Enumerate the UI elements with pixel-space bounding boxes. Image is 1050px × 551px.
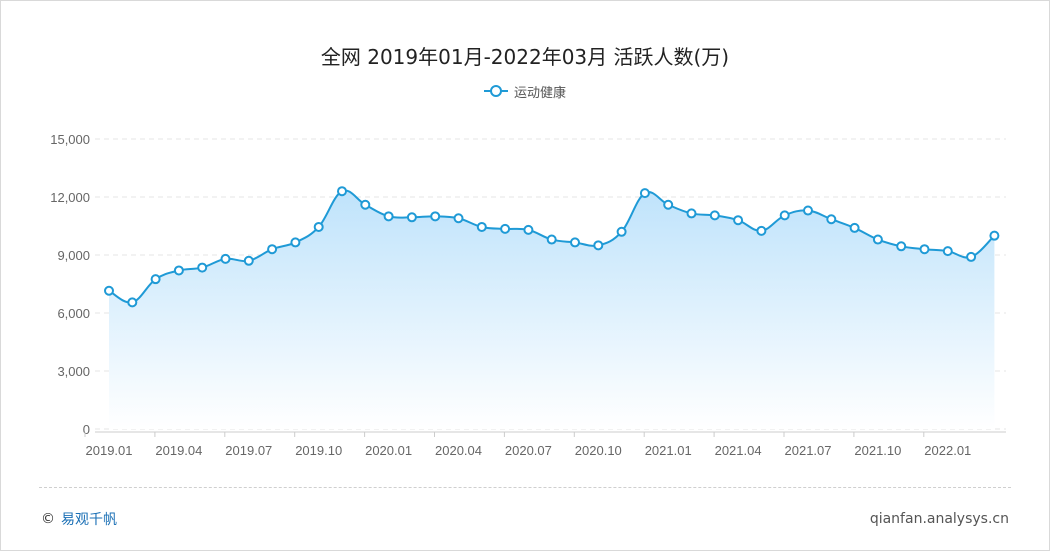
data-point <box>733 215 744 226</box>
data-point <box>220 253 231 264</box>
data-point <box>523 224 534 235</box>
x-tick-label: 2021.10 <box>854 443 901 458</box>
x-tick-label: 2019.04 <box>155 443 202 458</box>
data-point <box>500 223 511 234</box>
footer-divider <box>39 487 1011 488</box>
x-tick-label: 2020.01 <box>365 443 412 458</box>
series-area <box>109 190 995 429</box>
data-point <box>896 241 907 252</box>
data-point <box>430 211 441 222</box>
y-tick-label: 3,000 <box>57 364 90 379</box>
x-tick-label: 2019.10 <box>295 443 342 458</box>
data-point <box>104 285 114 296</box>
data-point <box>593 240 604 251</box>
data-point <box>360 199 371 210</box>
data-point <box>546 234 557 245</box>
y-tick-label: 12,000 <box>50 190 90 205</box>
x-tick-label: 2019.07 <box>225 443 272 458</box>
data-point <box>173 265 184 276</box>
legend-label: 运动健康 <box>514 85 567 101</box>
data-point <box>313 221 324 232</box>
data-point <box>919 244 930 255</box>
data-point <box>616 226 627 237</box>
y-tick-label: 0 <box>83 422 90 437</box>
copyright-symbol: © <box>41 511 55 527</box>
x-tick-label: 2019.01 <box>86 443 133 458</box>
data-point <box>663 199 674 210</box>
data-point <box>243 255 254 266</box>
x-tick-label: 2021.01 <box>645 443 692 458</box>
x-tick-label: 2021.04 <box>715 443 762 458</box>
data-point <box>872 234 883 245</box>
data-point <box>290 237 301 248</box>
brand-name: 易观千帆 <box>61 512 117 528</box>
data-point <box>942 246 953 257</box>
data-point <box>453 213 464 224</box>
data-point <box>826 214 837 225</box>
data-point <box>709 210 720 221</box>
data-point <box>337 186 347 197</box>
x-tick-label: 2021.07 <box>785 443 832 458</box>
data-point <box>197 262 208 273</box>
x-tick-label: 2022.01 <box>924 443 971 458</box>
y-tick-label: 15,000 <box>50 132 90 147</box>
y-tick-label: 9,000 <box>57 248 90 263</box>
y-tick-label: 6,000 <box>57 306 90 321</box>
data-point <box>150 274 161 285</box>
x-tick-label: 2020.10 <box>575 443 622 458</box>
data-point <box>849 222 860 233</box>
footer-url[interactable]: qianfan.analysys.cn <box>869 511 1009 527</box>
data-point <box>267 244 278 255</box>
data-point <box>406 212 417 223</box>
data-point <box>966 251 977 262</box>
legend-line-marker-icon <box>484 85 508 97</box>
x-tick-label: 2020.07 <box>505 443 552 458</box>
x-tick-label: 2020.04 <box>435 443 482 458</box>
footer-brand: © 易观千帆 <box>41 509 117 529</box>
chart-legend[interactable]: 运动健康 <box>484 81 566 101</box>
data-point <box>476 221 487 232</box>
data-point <box>639 188 650 199</box>
data-point <box>127 297 138 308</box>
data-point <box>779 210 790 221</box>
data-point <box>803 205 813 216</box>
data-point <box>570 237 580 248</box>
data-point <box>989 230 1000 241</box>
chart-title: 全网 2019年01月-2022年03月 活跃人数(万) <box>320 45 730 69</box>
data-point <box>686 208 697 219</box>
data-point <box>756 225 767 236</box>
data-point <box>383 211 394 222</box>
